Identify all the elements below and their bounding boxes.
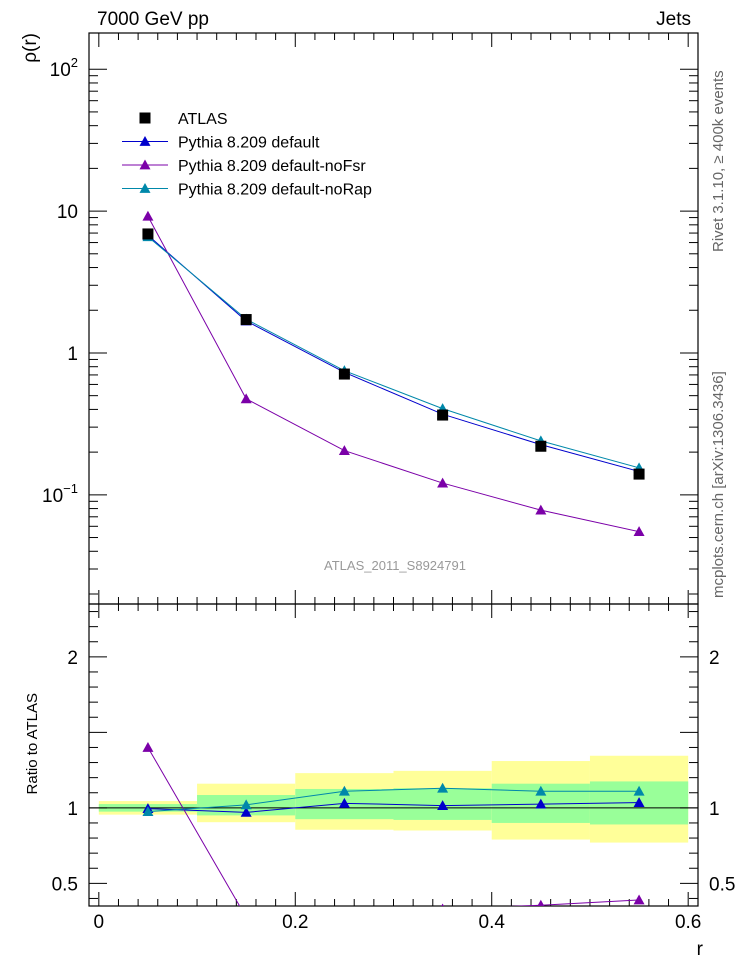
ratio-point-pythia-8-209-default-norap [240, 799, 252, 810]
ratio-y-tick-label: 1 [67, 799, 78, 820]
series-line-pythia-8-209-default-norap [147, 236, 640, 469]
data-point-atlas [535, 440, 547, 452]
ratio-y-axis-label: Ratio to ATLAS [24, 693, 41, 794]
legend-label-pythia-8-209-default-nofsr: Pythia 8.209 default-noFsr [178, 158, 366, 175]
ratio-y-tick-label-right: 0.5 [709, 874, 735, 895]
ratio-point-pythia-8-209-default-nofsr [441, 903, 444, 906]
axis-ticks [89, 33, 698, 906]
ratio-point-pythia-8-209-default-nofsr [339, 910, 350, 920]
rivet-label: Rivet 3.1.10, ≥ 400k events [710, 70, 727, 252]
main-y-axis-label: ρ(r) [20, 33, 41, 63]
data-point-pythia-8-209-default-nofsr [535, 504, 547, 515]
data-point-atlas [633, 468, 645, 480]
ratio-point-pythia-8-209-default [240, 806, 252, 817]
ratio-point-pythia-8-209-default [338, 797, 350, 808]
ratio-uncertainty-bands [89, 755, 698, 843]
ratio-line-pythia-8-209-default-norap [147, 787, 640, 813]
ratio-series-layer [142, 741, 645, 922]
analysis-watermark: ATLAS_2011_S8924791 [324, 558, 466, 573]
data-point-atlas [240, 314, 252, 326]
x-tick-label: 0.6 [675, 912, 701, 933]
ratio-plot-frame [88, 603, 699, 907]
legend: ATLAS Pythia 8.209 default Pythia 8.209 de… [122, 111, 372, 199]
x-tick-label: 0.4 [479, 912, 506, 933]
ratio-point-pythia-8-209-default [633, 797, 645, 807]
data-point-pythia-8-209-default-nofsr [240, 393, 252, 404]
ratio-point-pythia-8-209-default [535, 798, 547, 809]
ratio-point-pythia-8-209-default-norap [633, 785, 645, 796]
data-point-pythia-8-209-default-nofsr [437, 477, 449, 488]
x-tick-label: 0 [94, 912, 105, 933]
ratio-point-pythia-8-209-default-norap [338, 785, 350, 796]
legend-label-pythia-8-209-default: Pythia 8.209 default [178, 135, 320, 152]
ratio-y-tick-label-right: 1 [709, 799, 720, 820]
mcplots-label: mcplots.cern.ch [arXiv:1306.3436] [710, 371, 727, 598]
series-line-pythia-8-209-default-nofsr [147, 215, 640, 533]
legend-marker-pythia-8-209-default-norap [139, 183, 151, 193]
data-point-pythia-8-209-default-nofsr [633, 526, 645, 537]
y-tick-label: 10 [57, 202, 78, 223]
legend-label-pythia-8-209-default-norap: Pythia 8.209 default-noRap [178, 182, 372, 199]
ratio-y-tick-label: 0.5 [52, 874, 78, 895]
ratio-y-tick-label: 2 [67, 648, 78, 669]
legend-marker-pythia-8-209-default [139, 136, 151, 146]
ratio-line-pythia-8-209-default [147, 802, 640, 813]
legend-marker-atlas [139, 112, 151, 124]
y-tick-label: 102 [50, 55, 78, 81]
ratio-point-pythia-8-209-default-nofsr [633, 894, 645, 905]
legend-label-atlas: ATLAS [178, 111, 228, 128]
ratio-point-pythia-8-209-default-norap [535, 785, 547, 796]
data-point-atlas [142, 228, 154, 240]
series-line-pythia-8-209-default [147, 234, 640, 472]
ratio-line-pythia-8-209-default-nofsr [147, 747, 640, 906]
ratio-point-pythia-8-209-default [437, 800, 449, 810]
ratio-y-tick-label-right: 2 [709, 648, 720, 669]
x-axis-label: r [697, 939, 704, 960]
ratio-point-pythia-8-209-default-norap [437, 782, 449, 793]
data-point-pythia-8-209-default-nofsr [142, 210, 154, 221]
data-point-pythia-8-209-default-nofsr [338, 445, 350, 455]
process-label: Jets [656, 9, 691, 30]
ratio-point-pythia-8-209-default-nofsr [537, 899, 545, 906]
x-tick-label: 0.2 [282, 912, 308, 933]
energy-label: 7000 GeV pp [97, 9, 209, 30]
data-point-atlas [437, 409, 449, 421]
ratio-point-pythia-8-209-default-nofsr [142, 741, 154, 752]
y-tick-label: 10−1 [42, 481, 78, 507]
ratio-point-pythia-8-209-default-nofsr [241, 912, 252, 922]
ratio-point-pythia-8-209-default-norap [142, 806, 154, 817]
y-tick-label: 1 [67, 344, 78, 365]
legend-marker-pythia-8-209-default-nofsr [139, 159, 151, 170]
data-point-atlas [338, 368, 350, 380]
tick-labels: 0 0.2 0.4 0.6 10−1 1 10 102 0.5 0.5 1 1 2 2 [42, 55, 735, 933]
main-series-layer [142, 210, 645, 537]
